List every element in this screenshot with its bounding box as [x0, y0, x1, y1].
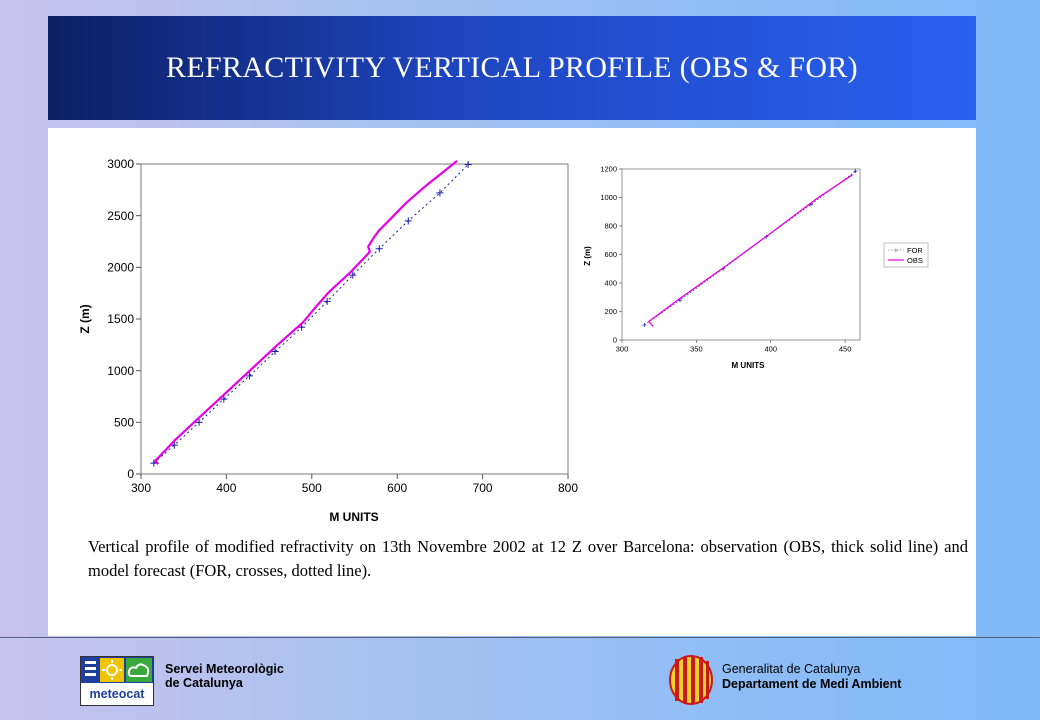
gencat-emblem-icon — [669, 655, 713, 705]
y-tick-label: 1200 — [600, 165, 617, 174]
legend-for-mark: + — [894, 246, 899, 255]
y-tick-label: 2500 — [107, 209, 134, 223]
y-tick-label: 0 — [127, 467, 134, 481]
for-point — [436, 189, 444, 197]
x-tick-label: 800 — [558, 481, 578, 495]
y-tick-label: 600 — [604, 250, 617, 259]
main-refractivity-chart: 300 400 500 600 700 800 0 500 1000 1500 2000 2500 30… — [78, 157, 578, 524]
for-point — [271, 348, 279, 356]
obs-series-line — [154, 160, 458, 465]
inset-refractivity-chart: 300 350 400 450 0 200 400 600 800 1000 1200 M UNIT… — [583, 158, 958, 376]
y-axis-label: Z (m) — [78, 304, 92, 333]
y-tick-label: 400 — [604, 279, 617, 288]
legend-obs-label: OBS — [907, 256, 923, 265]
y-tick-label: 2000 — [107, 261, 134, 275]
smc-name: Servei Meteorològic de Catalunya — [165, 662, 284, 690]
x-tick-label: 400 — [216, 481, 236, 495]
inset-y-axis-label: Z (m) — [583, 246, 592, 266]
y-tick-label: 1000 — [107, 364, 134, 378]
x-tick-label: 300 — [131, 481, 151, 495]
for-point — [195, 418, 203, 426]
y-tick-label: 1000 — [600, 193, 617, 202]
gencat-name-line1: Generalitat de Catalunya — [722, 662, 861, 676]
for-point — [245, 372, 253, 380]
meteocat-logo: meteocat — [80, 656, 154, 706]
gencat-department: Departament de Medi Ambient — [722, 677, 902, 691]
obs-series-line — [648, 174, 853, 327]
legend-box — [883, 242, 929, 268]
meteocat-logo-text: meteocat — [90, 687, 146, 701]
figure-caption: Vertical profile of modified refractivit… — [88, 537, 968, 580]
sun-icon — [102, 660, 122, 680]
for-point — [464, 161, 472, 169]
for-point — [375, 245, 383, 253]
for-point — [853, 169, 858, 174]
for-point — [220, 395, 228, 403]
cloud-icon — [127, 663, 150, 677]
y-tick-label: 3000 — [107, 157, 134, 171]
legend-for-label: FOR — [907, 246, 923, 255]
x-tick-label: 350 — [690, 345, 703, 354]
wind-bars-icon — [85, 661, 96, 676]
inset-x-axis-label: M UNITS — [732, 361, 766, 370]
y-tick-label: 0 — [613, 336, 617, 345]
x-tick-label: 400 — [764, 345, 777, 354]
smc-name-line1: Servei Meteorològic — [165, 662, 284, 676]
page-title: REFRACTIVITY VERTICAL PROFILE (OBS & FOR… — [166, 51, 858, 84]
y-tick-label: 1500 — [107, 312, 134, 326]
for-point — [349, 271, 357, 279]
x-tick-label: 450 — [839, 345, 852, 354]
x-tick-label: 700 — [473, 481, 493, 495]
smc-name-line2: de Catalunya — [165, 676, 243, 690]
for-point — [323, 297, 331, 305]
for-point — [404, 217, 412, 225]
y-tick-label: 500 — [114, 416, 134, 430]
for-point — [642, 323, 647, 328]
x-tick-label: 300 — [616, 345, 629, 354]
for-point — [170, 441, 178, 449]
y-tick-label: 800 — [604, 222, 617, 231]
gencat-name: Generalitat de Catalunya Departament de … — [722, 662, 901, 692]
inset-legend: + FOR OBS — [883, 242, 929, 268]
y-tick-label: 200 — [604, 307, 617, 316]
x-axis-label: M UNITS — [329, 510, 378, 524]
figure-panel: 300 400 500 600 700 800 0 500 1000 1500 2000 2500 30… — [48, 128, 976, 636]
footer-divider — [0, 637, 1040, 638]
x-tick-label: 600 — [387, 481, 407, 495]
title-bar: REFRACTIVITY VERTICAL PROFILE (OBS & FOR… — [48, 16, 976, 120]
x-tick-label: 500 — [302, 481, 322, 495]
